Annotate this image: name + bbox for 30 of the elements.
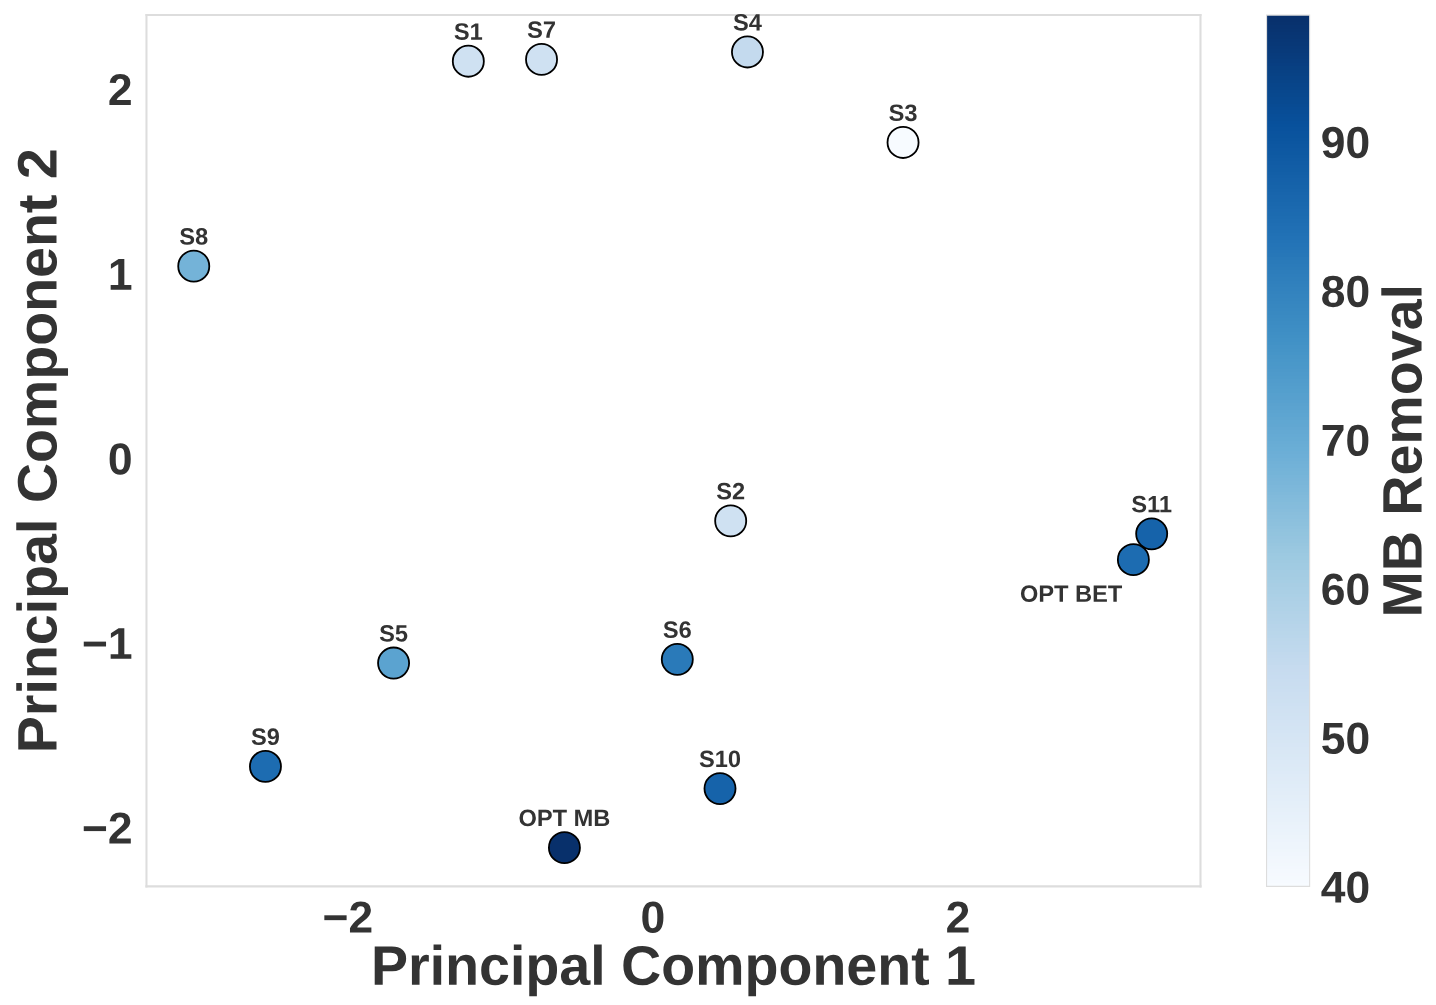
y-tick-label: 0 — [109, 443, 131, 475]
annotation: S4 — [733, 13, 762, 31]
annotation: S10 — [699, 750, 741, 768]
x-tick-label: 2 — [947, 901, 969, 933]
annotation: S6 — [663, 621, 691, 639]
color-bar-label: 60 — [1322, 573, 1369, 606]
annotation: S5 — [379, 624, 408, 642]
color-bar-label: 40 — [1321, 871, 1369, 903]
x-tick-label: −2 — [324, 901, 372, 933]
color-bar-label: 50 — [1322, 722, 1369, 755]
annotation: S7 — [527, 21, 555, 39]
annotation: OPT BET — [1020, 585, 1123, 602]
color-bar-title: MB Removal — [1381, 287, 1423, 614]
x-tick-label: 0 — [642, 901, 664, 933]
color-bar-label: 70 — [1322, 424, 1369, 457]
y-tick-label: 2 — [109, 73, 131, 106]
y-axis-title: Principal Component 2 — [16, 150, 69, 750]
color-bar-label: 80 — [1322, 275, 1369, 308]
annotation: OPT MB — [519, 809, 610, 827]
y-tick-label: −1 — [83, 628, 132, 659]
color-bar-label: 90 — [1322, 126, 1369, 159]
y-tick-label: 1 — [110, 259, 132, 290]
annotation: S2 — [716, 482, 745, 500]
annotation: S8 — [180, 228, 208, 245]
annotation: S11 — [1132, 495, 1172, 513]
annotation: S9 — [251, 728, 280, 746]
y-tick-label: −2 — [83, 812, 131, 844]
annotation: S1 — [454, 23, 483, 40]
annotation: S3 — [889, 104, 917, 122]
x-axis-title: Principal Component 1 — [374, 944, 975, 997]
